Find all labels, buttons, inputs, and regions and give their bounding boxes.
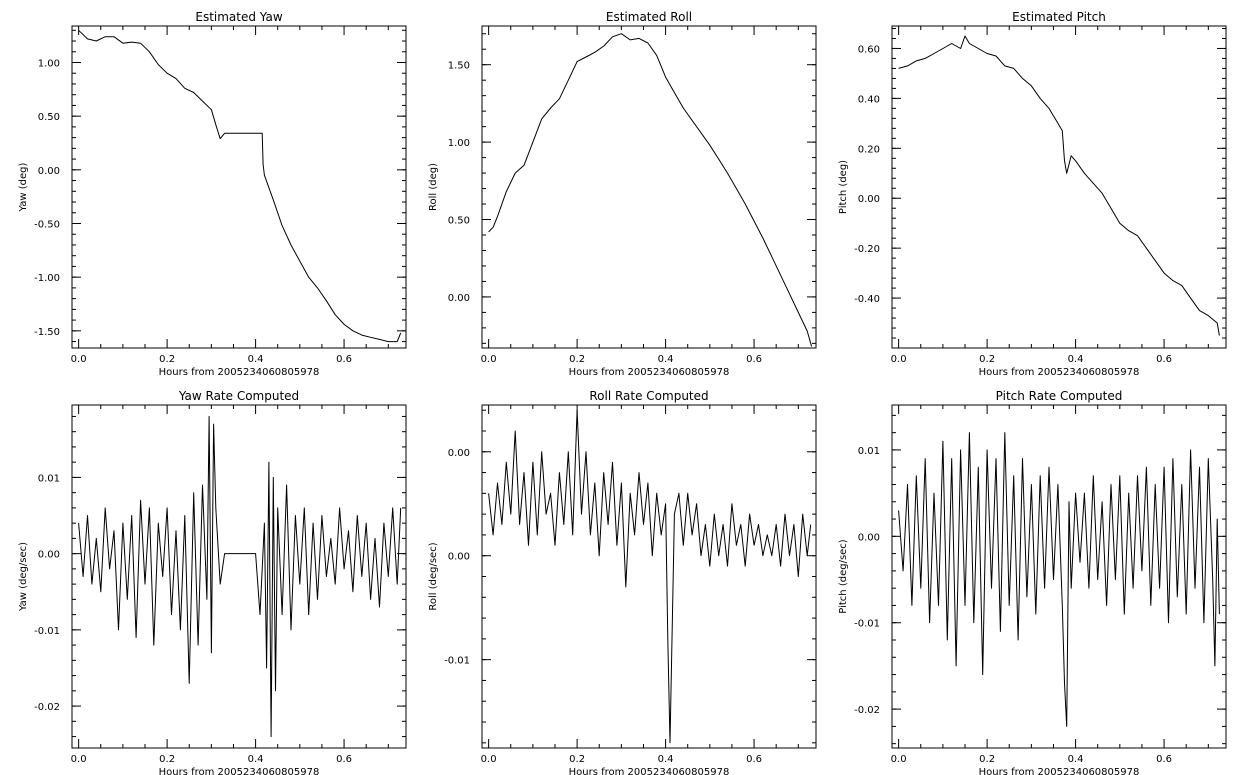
chart-panel-2: 0.0 0.2 0.4 0.6 0.00 0.50 1.00 1.50 Estimated Ro… [428, 10, 817, 378]
x-tick-label: 0.2 [569, 754, 585, 765]
y-axis-label: Pitch (deg) [838, 160, 849, 214]
x-tick-label: 0.6 [336, 354, 352, 365]
y-tick-label: 0.20 [858, 144, 880, 155]
y-tick-label: 0.00 [38, 166, 60, 177]
x-axis-label: Hours from 2005234060805978 [569, 767, 730, 775]
y-tick-label: 0.00 [448, 448, 470, 459]
series-line [898, 432, 1220, 727]
series-line [488, 409, 812, 744]
plot-frame [891, 404, 1227, 749]
y-tick-label: 0.00 [448, 552, 470, 563]
x-tick-label: 0.2 [569, 354, 585, 365]
x-tick-label: 0.0 [891, 354, 907, 365]
chart-title: Estimated Pitch [1012, 10, 1106, 24]
y-tick-label: -0.02 [854, 705, 880, 716]
series-line [488, 33, 813, 347]
x-axis-label: Hours from 2005234060805978 [159, 367, 320, 378]
x-tick-label: 0.6 [1156, 754, 1172, 765]
chart-title: Estimated Yaw [195, 10, 282, 24]
x-axis-label: Hours from 2005234060805978 [979, 767, 1140, 775]
x-tick-label: 0.2 [159, 754, 175, 765]
chart-title: Estimated Roll [606, 10, 692, 24]
plot-frame [481, 25, 817, 349]
y-tick-label: -1.00 [34, 273, 60, 284]
chart-panel-1: 0.0 0.2 0.4 0.6 -1.50 -1.00 -0.50 0.00 0.50 1.00 E… [18, 10, 407, 378]
chart-panel-4: 0.0 0.2 0.4 0.6 -0.02 -0.01 0.00 0.01 Yaw Rate C… [18, 389, 407, 775]
x-tick-label: 0.6 [746, 354, 762, 365]
y-tick-label: 1.50 [448, 61, 470, 72]
x-tick-label: 0.4 [658, 754, 674, 765]
y-tick-label: -0.01 [444, 656, 470, 667]
x-tick-label: 0.6 [336, 754, 352, 765]
y-tick-label: 0.40 [858, 94, 880, 105]
x-tick-label: 0.6 [746, 754, 762, 765]
x-tick-label: 0.0 [481, 754, 497, 765]
chart-panel-5: 0.0 0.2 0.4 0.6 -0.01 0.00 0.00 Roll Rate Compu… [428, 389, 817, 775]
x-tick-label: 0.0 [891, 754, 907, 765]
y-tick-label: 0.01 [858, 446, 880, 457]
x-tick-label: 0.6 [1156, 354, 1172, 365]
x-tick-label: 0.4 [248, 354, 264, 365]
x-axis-label: Hours from 2005234060805978 [159, 767, 320, 775]
x-axis-label: Hours from 2005234060805978 [569, 367, 730, 378]
plot-frame [891, 25, 1227, 349]
y-tick-label: 0.50 [448, 216, 470, 227]
y-tick-label: -0.40 [854, 294, 880, 305]
y-tick-label: 1.00 [38, 58, 60, 69]
x-tick-label: 0.2 [979, 354, 995, 365]
y-tick-label: 0.60 [858, 44, 880, 55]
chart-panel-6: 0.0 0.2 0.4 0.6 -0.02 -0.01 0.00 0.01 Pitch Rate… [838, 389, 1227, 775]
x-tick-label: 0.2 [979, 754, 995, 765]
plot-frame [71, 25, 407, 349]
y-axis-label: Roll (deg) [428, 163, 439, 211]
y-axis-label: Roll (deg/sec) [428, 542, 439, 610]
y-axis-label: Yaw (deg/sec) [18, 542, 29, 612]
series-line [78, 29, 402, 343]
x-tick-label: 0.4 [658, 354, 674, 365]
x-tick-label: 0.4 [1068, 354, 1084, 365]
y-tick-label: 0.00 [38, 550, 60, 561]
series-line [78, 415, 402, 738]
chart-panel-3: 0.0 0.2 0.4 0.6 -0.40 -0.20 0.00 0.20 0.40 0.60 Es… [838, 10, 1227, 378]
y-axis-label: Pitch (deg/sec) [838, 539, 849, 614]
y-axis-label: Yaw (deg) [18, 162, 29, 212]
x-tick-label: 0.0 [481, 354, 497, 365]
y-tick-label: -1.50 [34, 327, 60, 338]
y-tick-label: -0.01 [34, 626, 60, 637]
x-tick-label: 0.4 [1068, 754, 1084, 765]
x-tick-label: 0.0 [71, 754, 87, 765]
x-tick-label: 0.2 [159, 354, 175, 365]
y-tick-label: 0.00 [858, 532, 880, 543]
y-tick-label: -0.50 [34, 219, 60, 230]
y-tick-label: 0.50 [38, 112, 60, 123]
x-axis-label: Hours from 2005234060805978 [979, 367, 1140, 378]
series-line [898, 35, 1220, 336]
x-tick-label: 0.0 [71, 354, 87, 365]
plot-frame [481, 404, 817, 749]
y-tick-label: -0.01 [854, 619, 880, 630]
y-tick-label: -0.20 [854, 244, 880, 255]
x-tick-label: 0.4 [248, 754, 264, 765]
chart-title: Roll Rate Computed [589, 389, 708, 403]
y-tick-label: 0.01 [38, 473, 60, 484]
y-tick-label: -0.02 [34, 702, 60, 713]
y-tick-label: 0.00 [448, 293, 470, 304]
y-tick-label: 0.00 [858, 194, 880, 205]
chart-title: Yaw Rate Computed [178, 389, 299, 403]
plot-frame [71, 404, 407, 749]
chart-title: Pitch Rate Computed [996, 389, 1123, 403]
y-tick-label: 1.00 [448, 138, 470, 149]
